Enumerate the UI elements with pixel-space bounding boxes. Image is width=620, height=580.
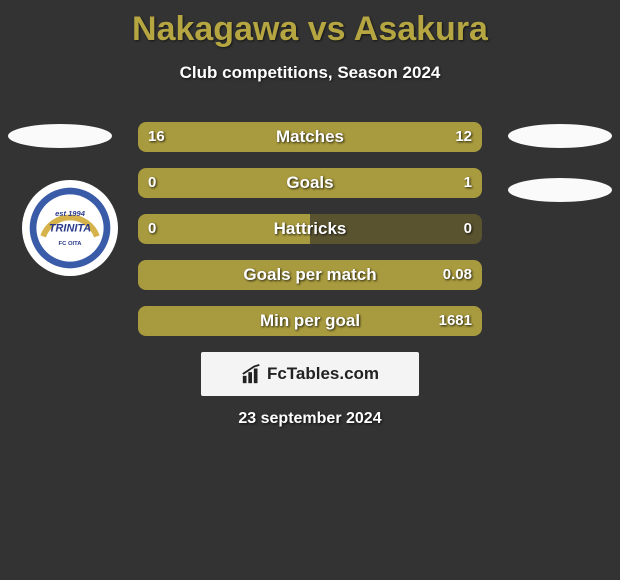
club-badge-left: est 1994 TRINITA FC OITA — [22, 180, 118, 276]
stat-label: Goals per match — [138, 260, 482, 290]
stat-right-value: 12 — [455, 122, 472, 152]
stat-label: Matches — [138, 122, 482, 152]
stat-row-goals: 0 Goals 1 — [138, 168, 482, 198]
stat-right-value: 1 — [464, 168, 472, 198]
player-photo-right-2 — [508, 178, 612, 202]
subtitle: Club competitions, Season 2024 — [0, 63, 620, 83]
svg-text:est 1994: est 1994 — [55, 209, 86, 218]
player-photo-left — [8, 124, 112, 148]
logo-text: FcTables.com — [267, 364, 379, 384]
stat-label: Min per goal — [138, 306, 482, 336]
stat-label: Goals — [138, 168, 482, 198]
svg-text:TRINITA: TRINITA — [49, 222, 91, 234]
stat-row-matches: 16 Matches 12 — [138, 122, 482, 152]
stat-right-value: 0.08 — [443, 260, 472, 290]
stat-row-hattricks: 0 Hattricks 0 — [138, 214, 482, 244]
stat-row-min-per-goal: Min per goal 1681 — [138, 306, 482, 336]
bar-chart-icon — [241, 363, 263, 385]
stat-label: Hattricks — [138, 214, 482, 244]
stat-row-goals-per-match: Goals per match 0.08 — [138, 260, 482, 290]
trinita-badge-icon: est 1994 TRINITA FC OITA — [28, 186, 112, 270]
stat-right-value: 1681 — [439, 306, 472, 336]
svg-text:FC OITA: FC OITA — [59, 241, 83, 247]
fctables-logo[interactable]: FcTables.com — [201, 352, 419, 396]
date-line: 23 september 2024 — [0, 410, 620, 428]
player-photo-right — [508, 124, 612, 148]
page-title: Nakagawa vs Asakura — [0, 0, 620, 49]
stats-bars: 16 Matches 12 0 Goals 1 0 Hattricks 0 Go… — [138, 122, 482, 352]
stat-right-value: 0 — [464, 214, 472, 244]
